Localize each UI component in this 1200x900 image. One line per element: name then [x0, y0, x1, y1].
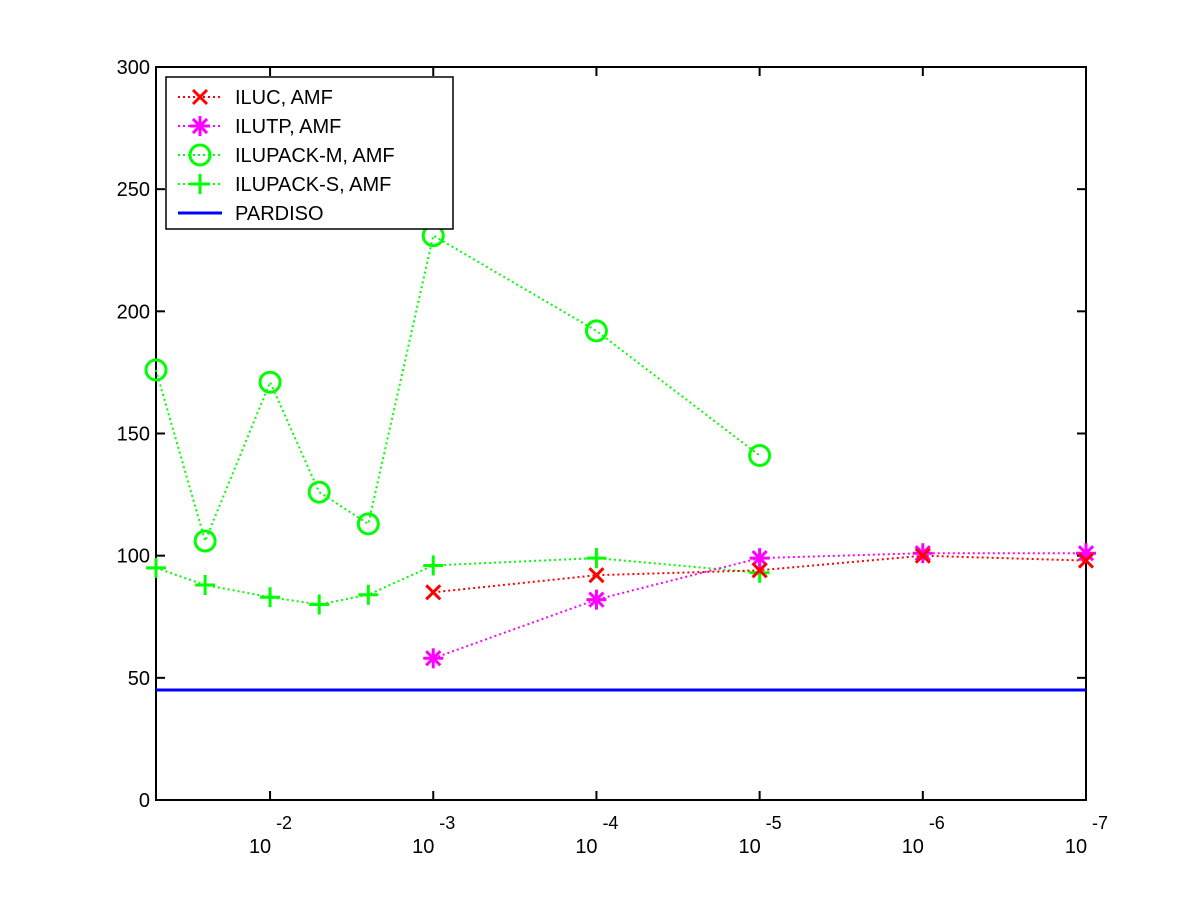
y-tick-label: 200 [117, 301, 150, 323]
circle-marker [307, 480, 331, 504]
legend-item: ILUPACK-M, AMF [178, 143, 395, 167]
x-tick-label-base: 10 [249, 836, 271, 858]
y-tick-label: 50 [128, 668, 150, 690]
legend-box [165, 76, 454, 230]
plus-marker [309, 594, 330, 615]
x-tick-label-exponent: -5 [766, 813, 782, 833]
legend-label: ILUTP, AMF [235, 116, 341, 138]
legend-item: ILUPACK-S, AMF [178, 174, 391, 196]
x-tick-label-base: 10 [902, 836, 924, 858]
x-marker [1077, 552, 1095, 569]
y-tick-label: 300 [117, 57, 150, 79]
x-marker-stroke [914, 547, 931, 564]
y-tick-label: 150 [117, 424, 150, 446]
star-marker-stroke [191, 117, 209, 135]
x-tick-label-exponent: -4 [602, 813, 618, 833]
x-tick-label-base: 10 [739, 836, 761, 858]
plus-marker [146, 557, 166, 578]
x-tick-label-base: 10 [1065, 836, 1087, 858]
legend-item: ILUTP, AMF [178, 116, 341, 138]
legend-item: PARDISO [178, 203, 324, 225]
plus-marker [190, 174, 210, 194]
circle-marker [356, 512, 380, 536]
x-marker [588, 567, 605, 584]
x-marker-stroke [425, 584, 442, 601]
star-marker [190, 116, 210, 136]
series-iluc-amf [425, 547, 1095, 601]
star-marker [586, 589, 607, 610]
circle-marker [193, 529, 217, 553]
star-marker-stroke [751, 549, 768, 567]
y-tick-label: 250 [117, 179, 150, 201]
circle-marker [748, 443, 772, 467]
x-tick-label-exponent: -7 [1092, 813, 1108, 833]
series-ilupack-s-amf [146, 548, 770, 615]
x-marker [914, 547, 931, 564]
legend-label: ILUPACK-M, AMF [235, 145, 395, 167]
x-marker-stroke [588, 567, 605, 584]
star-marker [912, 543, 933, 564]
star-marker [423, 648, 444, 669]
legend-label: ILUPACK-S, AMF [235, 174, 391, 196]
series-layer [144, 224, 1096, 692]
series-line [433, 554, 1087, 594]
circle-marker [584, 319, 608, 343]
x-marker-stroke [751, 562, 768, 579]
plus-marker [260, 587, 281, 608]
x-marker-stroke [1077, 552, 1095, 569]
plus-marker [423, 555, 444, 576]
x-marker-stroke [191, 88, 209, 106]
series-line [155, 557, 760, 606]
legend: ILUC, AMF ILUTP, AMF ILUPACK-M, AMF ILUPACK… [165, 76, 454, 230]
x-tick-label-exponent: -6 [929, 813, 945, 833]
y-tick-label: 0 [139, 790, 150, 812]
x-tick-label-exponent: -3 [439, 813, 455, 833]
plus-marker [195, 574, 216, 595]
x-marker [751, 562, 768, 579]
plus-marker [358, 584, 379, 605]
circle-marker [188, 143, 212, 167]
legend-label: PARDISO [235, 203, 324, 225]
star-marker-stroke [588, 591, 605, 608]
x-tick-label-base: 10 [575, 836, 597, 858]
series-ilutp-amf [423, 543, 1096, 669]
x-marker [191, 88, 209, 106]
x-tick-label-base: 10 [412, 836, 434, 858]
star-marker-stroke [914, 545, 931, 562]
y-tick-label: 100 [117, 546, 150, 568]
star-marker [749, 548, 770, 569]
axis-ticks: 05010015020025030010-210-310-410-510-610… [117, 57, 1108, 858]
x-tick-label-exponent: -2 [276, 813, 292, 833]
legend-item: ILUC, AMF [178, 87, 333, 109]
legend-label: ILUC, AMF [235, 87, 333, 109]
circle-marker [258, 370, 282, 394]
circle-marker [144, 358, 168, 382]
x-marker [425, 584, 442, 601]
star-marker-stroke [425, 650, 442, 667]
plus-marker [586, 548, 607, 569]
series-ilupack-m-amf [144, 224, 772, 553]
series-line [155, 234, 761, 545]
